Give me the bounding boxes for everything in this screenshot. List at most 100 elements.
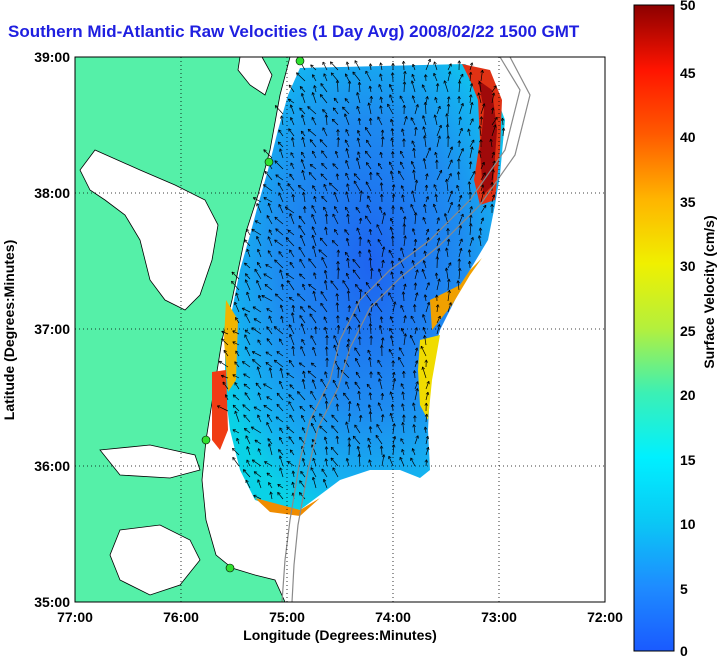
velocity-arrow bbox=[337, 325, 339, 335]
velocity-arrow bbox=[232, 374, 240, 379]
velocity-arrowhead bbox=[312, 150, 316, 153]
velocity-arrow bbox=[425, 96, 428, 104]
velocity-arrowhead bbox=[495, 124, 497, 128]
velocity-arrowhead bbox=[492, 160, 496, 164]
velocity-arrow bbox=[231, 280, 240, 291]
velocity-arrowhead bbox=[347, 257, 350, 261]
velocity-arrowhead bbox=[369, 356, 372, 360]
velocity-arrowhead bbox=[354, 180, 357, 183]
velocity-arrowhead bbox=[309, 164, 312, 168]
velocity-arrowhead bbox=[321, 257, 325, 260]
velocity-arrowhead bbox=[232, 447, 236, 450]
velocity-arrowhead bbox=[400, 247, 402, 251]
velocity-arrow bbox=[323, 73, 328, 82]
velocity-arrowhead bbox=[390, 217, 394, 221]
velocity-arrowhead bbox=[263, 383, 266, 387]
velocity-arrowhead bbox=[472, 237, 474, 241]
velocity-arrowhead bbox=[427, 392, 430, 396]
velocity-arrowhead bbox=[457, 203, 460, 207]
velocity-arrow bbox=[400, 438, 405, 445]
velocity-arrowhead bbox=[367, 195, 371, 198]
velocity-arrow bbox=[411, 190, 416, 203]
velocity-arrow bbox=[300, 471, 306, 478]
velocity-arrowhead bbox=[244, 392, 248, 395]
velocity-arrow bbox=[243, 469, 251, 478]
velocity-arrowhead bbox=[438, 169, 442, 173]
velocity-arrow bbox=[268, 482, 273, 489]
velocity-arrowhead bbox=[345, 73, 349, 76]
velocity-arrowhead bbox=[289, 213, 293, 216]
velocity-arrowhead bbox=[356, 227, 360, 231]
velocity-arrowhead bbox=[368, 257, 371, 261]
velocity-arrowhead bbox=[274, 216, 277, 221]
velocity-arrow bbox=[447, 71, 451, 82]
velocity-arrowhead bbox=[389, 170, 392, 174]
velocity-arrowhead bbox=[422, 115, 426, 118]
velocity-arrow bbox=[458, 238, 463, 247]
velocity-arrowhead bbox=[346, 237, 350, 241]
velocity-arrowhead bbox=[354, 347, 358, 350]
velocity-arrow bbox=[311, 423, 317, 434]
colorbar-tick-label: 10 bbox=[680, 516, 696, 532]
velocity-arrowhead bbox=[384, 212, 386, 216]
velocity-arrowhead bbox=[378, 268, 382, 272]
velocity-arrowhead bbox=[403, 138, 406, 142]
velocity-arrow bbox=[434, 152, 438, 159]
velocity-arrow bbox=[312, 92, 317, 104]
velocity-arrow bbox=[289, 384, 295, 390]
velocity-arrow bbox=[289, 334, 295, 346]
velocity-arrow bbox=[390, 391, 394, 401]
velocity-arrowhead bbox=[401, 128, 405, 132]
velocity-arrow bbox=[381, 136, 384, 148]
velocity-arrow bbox=[311, 205, 317, 214]
velocity-arrow bbox=[253, 406, 262, 412]
velocity-arrowhead bbox=[275, 293, 279, 295]
velocity-arrowhead bbox=[307, 106, 309, 110]
velocity-arrowhead bbox=[414, 212, 417, 216]
velocity-arrowhead bbox=[342, 280, 346, 283]
velocity-arrowhead bbox=[470, 161, 473, 165]
velocity-arrowhead bbox=[390, 271, 392, 275]
velocity-arrowhead bbox=[355, 206, 359, 209]
velocity-arrow bbox=[447, 146, 453, 159]
velocity-arrow bbox=[292, 470, 295, 478]
velocity-arrow bbox=[381, 129, 384, 137]
chesapeake-bay bbox=[79, 149, 219, 311]
velocity-arrowhead bbox=[416, 179, 419, 183]
velocity-arrowhead bbox=[301, 378, 304, 383]
velocity-arrowhead bbox=[369, 392, 373, 396]
velocity-arrowhead bbox=[371, 95, 374, 100]
velocity-arrow bbox=[307, 305, 317, 313]
velocity-arrowhead bbox=[284, 206, 287, 210]
velocity-arrow bbox=[390, 217, 394, 225]
velocity-arrowhead bbox=[381, 136, 384, 140]
velocity-arrow bbox=[324, 326, 328, 335]
velocity-arrowhead bbox=[302, 427, 306, 430]
velocity-arrow bbox=[251, 327, 262, 335]
velocity-arrowhead bbox=[479, 139, 482, 143]
velocity-arrow bbox=[414, 388, 418, 401]
velocity-arrow bbox=[479, 81, 482, 93]
velocity-arrow bbox=[401, 185, 405, 192]
velocity-arrowhead bbox=[347, 344, 350, 347]
velocity-arrow bbox=[309, 313, 317, 324]
velocity-arrow bbox=[414, 327, 418, 335]
velocity-arrowhead bbox=[345, 148, 347, 152]
velocity-arrow bbox=[257, 262, 262, 269]
velocity-arrow bbox=[468, 181, 471, 192]
velocity-arrowhead bbox=[349, 305, 352, 309]
velocity-arrow bbox=[277, 492, 284, 500]
velocity-arrowhead bbox=[298, 185, 302, 187]
velocity-arrowhead bbox=[494, 116, 498, 119]
velocity-arrowhead bbox=[435, 294, 438, 298]
velocity-arrowhead bbox=[392, 360, 395, 364]
velocity-arrow bbox=[346, 272, 350, 280]
velocity-arrow bbox=[425, 74, 427, 82]
velocity-arrow bbox=[422, 327, 427, 335]
velocity-arrowhead bbox=[390, 128, 393, 132]
velocity-arrow bbox=[312, 185, 317, 192]
velocity-arrow bbox=[263, 273, 273, 280]
velocity-arrowhead bbox=[289, 173, 293, 176]
velocity-arrowhead bbox=[470, 223, 473, 227]
velocity-arrowhead bbox=[254, 220, 257, 224]
